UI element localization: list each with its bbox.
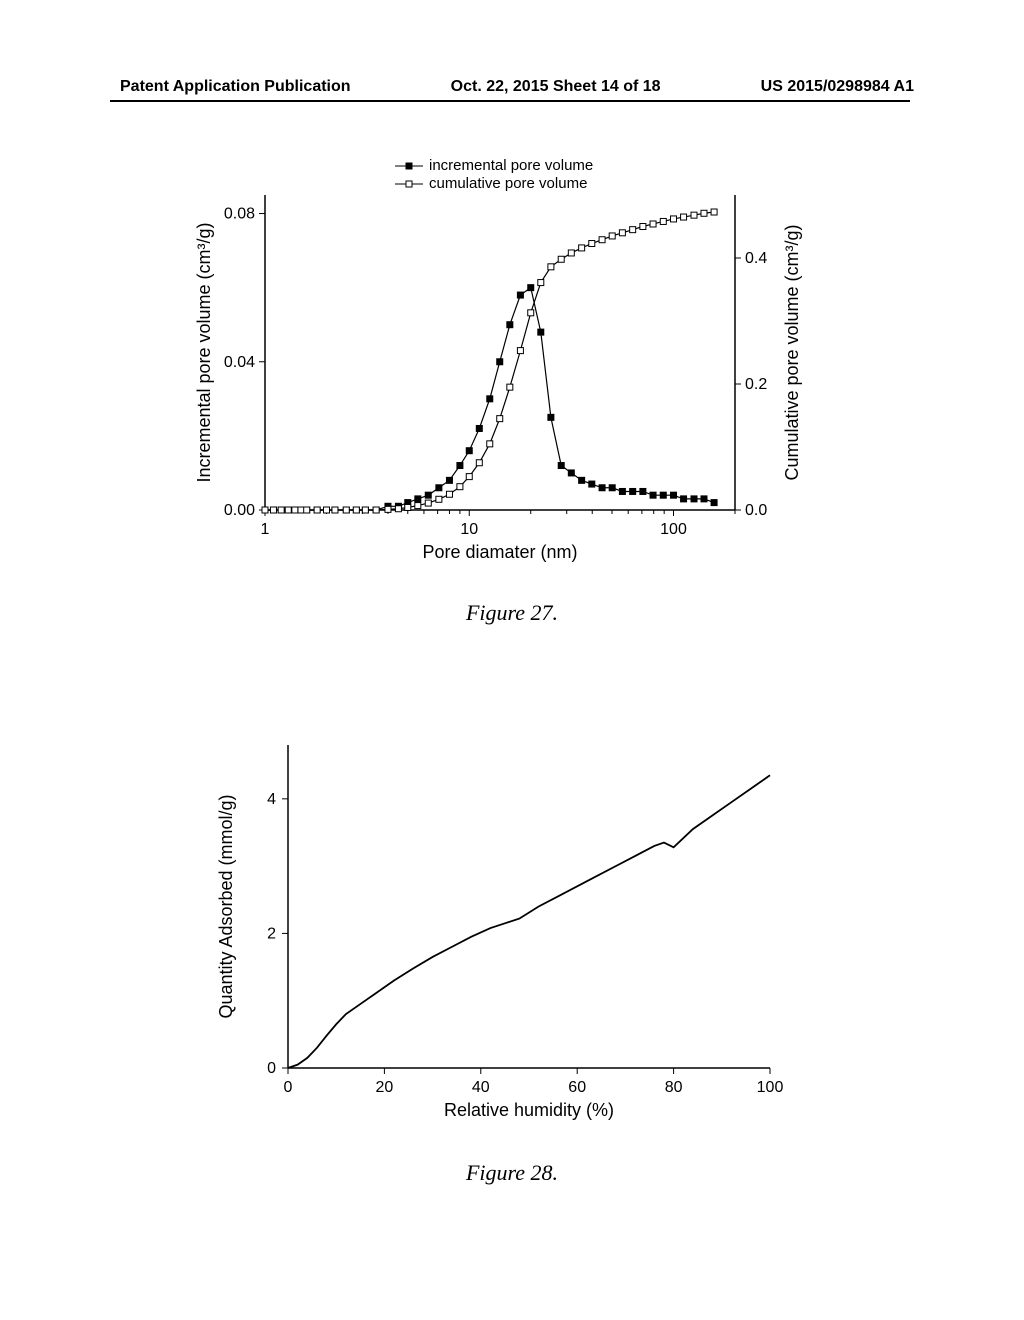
header-left: Patent Application Publication xyxy=(120,78,351,96)
figure-28: 0 20 40 60 80 100 0 2 4 Relative humidity (%) Quan… xyxy=(210,720,790,1130)
page-header: Patent Application Publication Oct. 22, … xyxy=(0,78,1024,96)
svg-text:Quantity Adsorbed (mmol/g): Quantity Adsorbed (mmol/g) xyxy=(216,794,236,1018)
figure-27: 1 10 100 0.00 0.04 0.08 0.0 0.2 0.4 Pore diamater… xyxy=(190,150,810,570)
svg-text:0.04: 0.04 xyxy=(224,354,255,371)
svg-text:60: 60 xyxy=(568,1079,586,1096)
svg-text:incremental pore volume: incremental pore volume xyxy=(429,157,593,174)
svg-text:4: 4 xyxy=(267,791,276,808)
svg-text:100: 100 xyxy=(660,521,687,538)
figure-27-svg: 1 10 100 0.00 0.04 0.08 0.0 0.2 0.4 Pore diamater… xyxy=(190,150,810,570)
svg-text:0.2: 0.2 xyxy=(745,376,767,393)
svg-text:0.08: 0.08 xyxy=(224,206,255,223)
svg-text:Incremental pore volume (cm³/g: Incremental pore volume (cm³/g) xyxy=(194,222,214,482)
svg-text:40: 40 xyxy=(472,1079,490,1096)
header-right: US 2015/0298984 A1 xyxy=(761,78,914,96)
svg-text:cumulative pore volume: cumulative pore volume xyxy=(429,175,587,192)
svg-text:2: 2 xyxy=(267,925,276,942)
svg-text:Pore diamater (nm): Pore diamater (nm) xyxy=(422,542,577,562)
svg-text:Relative humidity (%): Relative humidity (%) xyxy=(444,1100,614,1120)
svg-text:80: 80 xyxy=(665,1079,683,1096)
svg-text:10: 10 xyxy=(460,521,478,538)
svg-text:0.4: 0.4 xyxy=(745,250,767,267)
figure-28-caption: Figure 28. xyxy=(0,1160,1024,1186)
svg-text:Cumulative pore volume (cm³/g): Cumulative pore volume (cm³/g) xyxy=(782,224,802,480)
svg-text:20: 20 xyxy=(376,1079,394,1096)
svg-text:0.0: 0.0 xyxy=(745,502,767,519)
svg-text:100: 100 xyxy=(757,1079,784,1096)
header-center: Oct. 22, 2015 Sheet 14 of 18 xyxy=(451,78,661,96)
svg-text:1: 1 xyxy=(261,521,270,538)
svg-text:0: 0 xyxy=(284,1079,293,1096)
svg-text:0.00: 0.00 xyxy=(224,502,255,519)
figure-28-svg: 0 20 40 60 80 100 0 2 4 Relative humidity (%) Quan… xyxy=(210,720,790,1130)
svg-text:0: 0 xyxy=(267,1060,276,1077)
figure-27-caption: Figure 27. xyxy=(0,600,1024,626)
header-rule xyxy=(110,100,910,102)
